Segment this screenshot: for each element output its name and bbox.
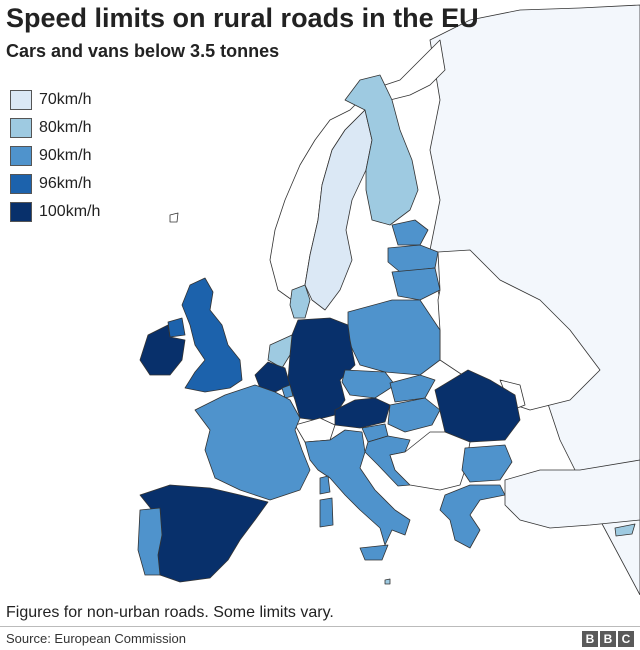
country-malta bbox=[384, 578, 391, 585]
country-cyprus bbox=[614, 523, 636, 537]
legend-swatch-90 bbox=[10, 146, 32, 166]
legend-item-80: 80km/h bbox=[10, 114, 100, 142]
country-czech bbox=[341, 369, 396, 399]
source-text: Source: European Commission bbox=[6, 631, 186, 646]
country-italy bbox=[304, 429, 411, 546]
legend-label-80: 80km/h bbox=[39, 119, 92, 136]
country-france bbox=[194, 384, 311, 501]
country-greece bbox=[439, 484, 506, 549]
legend-label-96: 96km/h bbox=[39, 175, 92, 192]
map-legend: 70km/h 80km/h 90km/h 96km/h 100km/h bbox=[10, 86, 100, 226]
country-latvia bbox=[387, 244, 439, 273]
country-poland bbox=[347, 299, 441, 376]
legend-item-70: 70km/h bbox=[10, 86, 100, 114]
country-finland bbox=[344, 74, 419, 226]
footer-divider bbox=[0, 626, 640, 627]
legend-label-70: 70km/h bbox=[39, 91, 92, 108]
country-estonia bbox=[391, 219, 429, 246]
country-belarus-ukraine bbox=[437, 249, 601, 411]
legend-item-90: 90km/h bbox=[10, 142, 100, 170]
legend-swatch-70 bbox=[10, 90, 32, 110]
country-sardinia bbox=[319, 497, 334, 528]
legend-swatch-80 bbox=[10, 118, 32, 138]
country-hungary bbox=[387, 397, 441, 433]
legend-swatch-100 bbox=[10, 202, 32, 222]
country-corsica bbox=[319, 475, 331, 495]
country-lithuania bbox=[391, 267, 441, 301]
bbc-logo: B B C bbox=[582, 631, 634, 647]
bbc-logo-block: B bbox=[600, 631, 616, 647]
country-netherlands bbox=[267, 334, 293, 369]
country-denmark bbox=[289, 284, 311, 319]
country-sicily bbox=[359, 544, 389, 561]
country-switzerland bbox=[294, 417, 336, 443]
bbc-logo-block: C bbox=[618, 631, 634, 647]
page-title: Speed limits on rural roads in the EU bbox=[6, 3, 479, 33]
country-faroe-shetland bbox=[169, 212, 179, 223]
country-turkey bbox=[504, 459, 640, 529]
legend-label-90: 90km/h bbox=[39, 147, 92, 164]
country-austria bbox=[334, 397, 391, 429]
country-portugal bbox=[137, 507, 163, 576]
country-bulgaria bbox=[461, 444, 513, 483]
country-uk-gb bbox=[181, 277, 243, 393]
legend-item-100: 100km/h bbox=[10, 198, 100, 226]
page-subtitle: Cars and vans below 3.5 tonnes bbox=[6, 41, 280, 61]
bbc-logo-block: B bbox=[582, 631, 598, 647]
footnote: Figures for non-urban roads. Some limits… bbox=[6, 604, 334, 621]
legend-swatch-96 bbox=[10, 174, 32, 194]
europe-map bbox=[137, 4, 640, 595]
legend-item-96: 96km/h bbox=[10, 170, 100, 198]
country-slovakia bbox=[389, 374, 436, 403]
legend-label-100: 100km/h bbox=[39, 203, 101, 220]
country-luxembourg bbox=[281, 384, 294, 399]
country-ireland bbox=[139, 324, 186, 376]
country-uk-ni bbox=[167, 317, 186, 338]
